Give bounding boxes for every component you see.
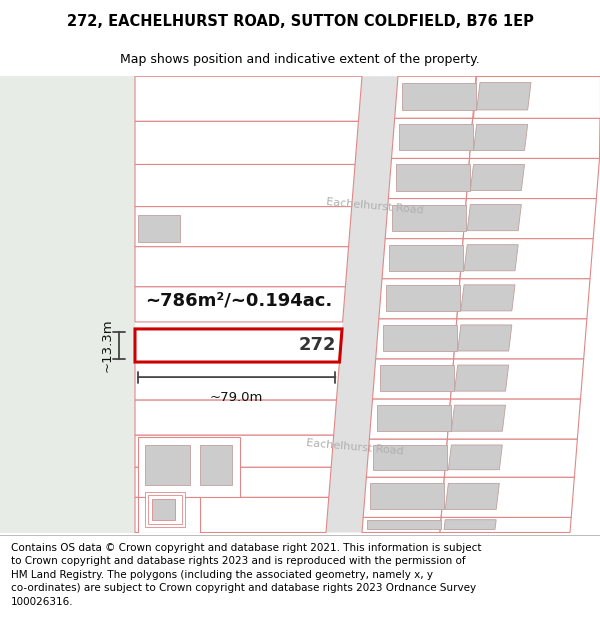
- Polygon shape: [135, 287, 346, 322]
- Polygon shape: [383, 325, 457, 351]
- Polygon shape: [476, 82, 531, 110]
- Text: Eachelhurst Road: Eachelhurst Road: [306, 438, 404, 456]
- Polygon shape: [145, 445, 190, 486]
- Bar: [0, 76, 135, 532]
- Polygon shape: [445, 439, 577, 478]
- Polygon shape: [370, 399, 451, 439]
- Polygon shape: [386, 285, 460, 311]
- Polygon shape: [363, 478, 445, 518]
- Polygon shape: [461, 285, 515, 311]
- Text: 272: 272: [298, 336, 336, 354]
- Text: ~786m²/~0.194ac.: ~786m²/~0.194ac.: [145, 292, 332, 310]
- Polygon shape: [135, 76, 362, 121]
- Polygon shape: [376, 319, 457, 359]
- Polygon shape: [463, 199, 596, 239]
- Polygon shape: [326, 76, 398, 532]
- Polygon shape: [367, 520, 441, 529]
- Polygon shape: [398, 124, 473, 151]
- Polygon shape: [135, 247, 349, 287]
- Polygon shape: [379, 279, 460, 319]
- Polygon shape: [392, 118, 473, 159]
- Polygon shape: [135, 164, 355, 207]
- Polygon shape: [377, 405, 451, 431]
- Polygon shape: [389, 245, 463, 271]
- Polygon shape: [152, 499, 175, 521]
- Polygon shape: [380, 365, 454, 391]
- Text: ~79.0m: ~79.0m: [210, 391, 263, 404]
- Polygon shape: [135, 400, 337, 435]
- Polygon shape: [382, 239, 463, 279]
- Text: 272, EACHELHURST ROAD, SUTTON COLDFIELD, B76 1EP: 272, EACHELHURST ROAD, SUTTON COLDFIELD,…: [67, 14, 533, 29]
- Text: Eachelhurst Road: Eachelhurst Road: [326, 198, 424, 216]
- Polygon shape: [370, 483, 445, 509]
- Polygon shape: [440, 518, 571, 532]
- Polygon shape: [138, 438, 240, 498]
- Polygon shape: [367, 439, 448, 478]
- Polygon shape: [470, 118, 600, 159]
- Polygon shape: [441, 478, 574, 518]
- Polygon shape: [395, 164, 470, 191]
- Polygon shape: [470, 164, 524, 191]
- Polygon shape: [448, 445, 502, 470]
- Polygon shape: [145, 492, 185, 528]
- Polygon shape: [455, 365, 509, 391]
- Polygon shape: [373, 445, 448, 470]
- Polygon shape: [457, 279, 590, 319]
- Polygon shape: [445, 483, 499, 509]
- Polygon shape: [148, 496, 182, 524]
- Polygon shape: [135, 121, 358, 164]
- Polygon shape: [454, 319, 587, 359]
- Text: ~13.3m: ~13.3m: [101, 319, 114, 372]
- Polygon shape: [464, 245, 518, 271]
- Polygon shape: [138, 498, 200, 532]
- Polygon shape: [135, 435, 334, 468]
- Polygon shape: [473, 124, 527, 151]
- Polygon shape: [135, 362, 340, 400]
- Polygon shape: [135, 468, 331, 498]
- Polygon shape: [385, 199, 466, 239]
- Polygon shape: [451, 359, 584, 399]
- Polygon shape: [395, 76, 476, 118]
- Polygon shape: [388, 159, 470, 199]
- Polygon shape: [466, 159, 599, 199]
- Polygon shape: [451, 405, 506, 431]
- Polygon shape: [373, 359, 454, 399]
- Polygon shape: [448, 399, 581, 439]
- Polygon shape: [135, 207, 352, 247]
- Polygon shape: [444, 520, 496, 529]
- Text: Contains OS data © Crown copyright and database right 2021. This information is : Contains OS data © Crown copyright and d…: [11, 542, 481, 607]
- Polygon shape: [460, 239, 593, 279]
- Polygon shape: [135, 329, 342, 362]
- Polygon shape: [402, 82, 476, 110]
- Polygon shape: [392, 204, 466, 231]
- Polygon shape: [458, 325, 512, 351]
- Polygon shape: [138, 214, 180, 242]
- Polygon shape: [200, 445, 232, 486]
- Text: Map shows position and indicative extent of the property.: Map shows position and indicative extent…: [120, 53, 480, 66]
- Polygon shape: [135, 498, 329, 532]
- Polygon shape: [467, 204, 521, 231]
- Polygon shape: [362, 518, 441, 532]
- Polygon shape: [473, 76, 600, 118]
